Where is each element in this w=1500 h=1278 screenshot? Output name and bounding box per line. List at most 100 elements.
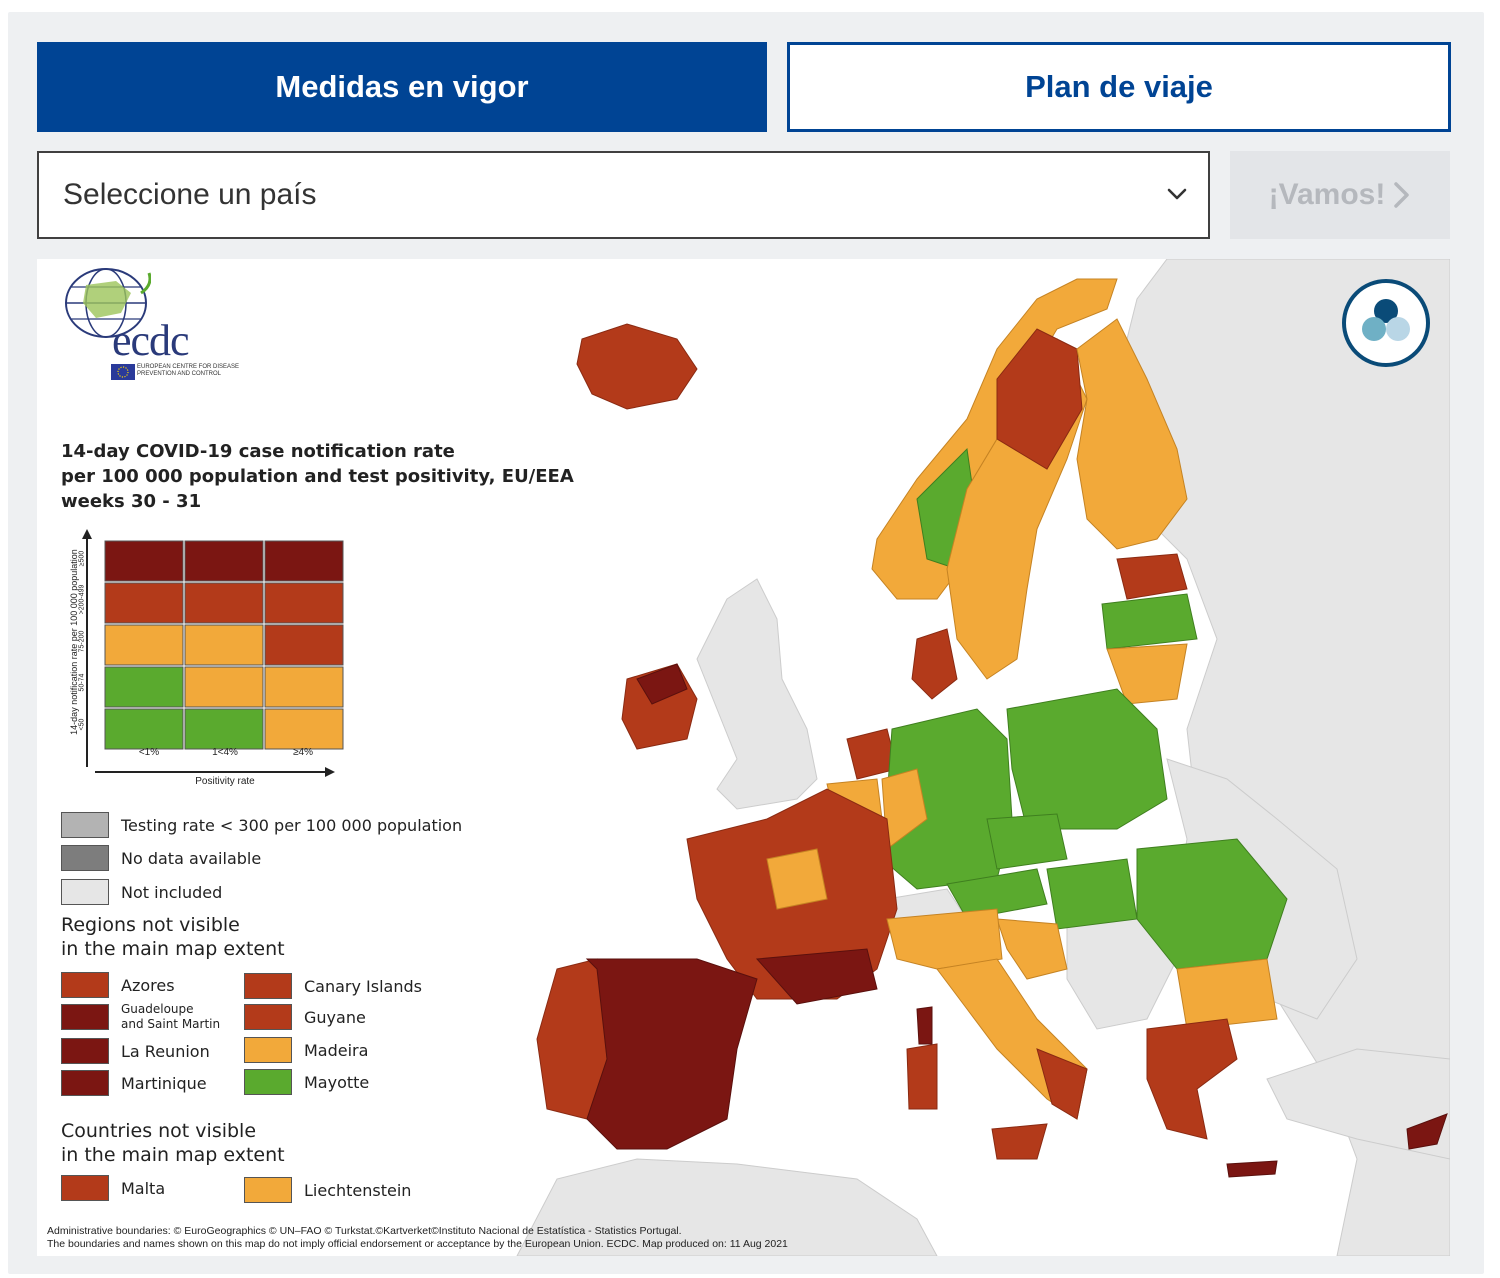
matrix-cell <box>185 625 263 665</box>
legend-swatch <box>61 972 109 998</box>
matrix-row-label: ≥500 <box>79 539 86 579</box>
map-region-italy-north <box>887 909 1002 969</box>
ecdc-logo: ecdc EUROPEAN CENTRE FOR DISEASE PREVENT… <box>57 263 202 388</box>
legend-swatch <box>61 1175 109 1201</box>
legend-label: Canary Islands <box>304 977 422 996</box>
matrix-cells <box>105 541 343 749</box>
map-region-iceland <box>577 324 697 409</box>
legend-label: No data available <box>121 849 261 868</box>
regions-heading-line: in the main map extent <box>61 937 285 961</box>
matrix-col-label: ≥4% <box>263 747 343 758</box>
logo-subtitle: EUROPEAN CENTRE FOR DISEASE PREVENTION A… <box>137 364 247 378</box>
legend-swatch <box>61 879 109 905</box>
legend-item: No data available <box>61 845 261 871</box>
legend-swatch <box>244 973 292 999</box>
legend-item: La Reunion <box>61 1038 210 1064</box>
matrix-row-label: <50 <box>79 705 86 745</box>
legend-label: Guadeloupe and Saint Martin <box>121 1002 220 1032</box>
legend-swatch <box>244 1004 292 1030</box>
legend-swatch <box>61 1038 109 1064</box>
matrix-col-label: 1<4% <box>185 747 265 758</box>
legend-label: Malta <box>121 1179 165 1198</box>
logo-word: ecdc <box>112 315 189 366</box>
map-region-sicily <box>992 1124 1047 1159</box>
map-title-line-1: 14-day COVID-19 case notification rate <box>61 439 621 464</box>
legend-label: Mayotte <box>304 1073 369 1092</box>
legend-swatch <box>244 1037 292 1063</box>
map-region-poland <box>1007 689 1167 829</box>
matrix-cell <box>105 709 183 749</box>
matrix-cell <box>105 541 183 581</box>
countries-heading-line: Countries not visible <box>61 1119 285 1143</box>
matrix-cell <box>185 667 263 707</box>
legend-item: Malta <box>61 1175 165 1201</box>
matrix-cell <box>265 541 343 581</box>
covid-map: ecdc EUROPEAN CENTRE FOR DISEASE PREVENT… <box>37 259 1450 1256</box>
countries-heading-line: in the main map extent <box>61 1143 285 1167</box>
map-region-uk <box>697 579 817 809</box>
matrix-y-axis-label: 14-day notification rate per 100 000 pop… <box>69 527 79 757</box>
matrix-row-label: >200-499 <box>79 580 86 620</box>
tab-measures-in-force[interactable]: Medidas en vigor <box>37 42 767 132</box>
legend-item: Martinique <box>61 1070 207 1096</box>
country-select[interactable]: Seleccione un país <box>37 151 1210 239</box>
legend-swatch <box>61 812 109 838</box>
map-region-spain <box>587 959 757 1149</box>
chevron-down-icon <box>1166 183 1188 205</box>
map-title-line-2: per 100 000 population and test positivi… <box>61 464 621 489</box>
chevron-right-icon <box>1393 181 1411 209</box>
matrix-cell <box>185 709 263 749</box>
map-region-hungary <box>1047 859 1137 929</box>
legend-item: Guyane <box>244 1004 366 1030</box>
credits-line: Administrative boundaries: © EuroGeograp… <box>47 1225 788 1238</box>
go-button[interactable]: ¡Vamos! <box>1230 151 1450 239</box>
countries-heading: Countries not visible in the main map ex… <box>61 1119 285 1167</box>
map-region-sardinia <box>907 1044 937 1109</box>
tab-travel-plan[interactable]: Plan de viaje <box>787 42 1451 132</box>
map-region-latvia <box>1102 594 1197 649</box>
matrix-cell <box>265 709 343 749</box>
map-region-estonia <box>1117 554 1187 599</box>
map-region-czechia <box>987 814 1067 869</box>
matrix-x-axis-label: Positivity rate <box>145 776 305 787</box>
go-button-label: ¡Vamos! <box>1269 178 1386 212</box>
matrix-col-label: <1% <box>109 747 189 758</box>
matrix-cell <box>265 583 343 623</box>
country-select-placeholder: Seleccione un país <box>63 178 317 212</box>
legend-swatch <box>244 1177 292 1203</box>
legend-item: Testing rate < 300 per 100 000 populatio… <box>61 812 462 838</box>
legend-item: Liechtenstein <box>244 1177 411 1203</box>
legend-item: Guadeloupe and Saint Martin <box>61 1002 220 1032</box>
legend-item: Azores <box>61 972 175 998</box>
matrix-row-label: 50-74 <box>79 663 86 703</box>
legend-label: La Reunion <box>121 1042 210 1061</box>
legend-label: Azores <box>121 976 175 995</box>
map-region-denmark <box>912 629 957 699</box>
matrix-cell <box>265 625 343 665</box>
map-region-croatia <box>997 919 1067 979</box>
matrix-cell <box>105 625 183 665</box>
legend-label: Liechtenstein <box>304 1181 411 1200</box>
legend-swatch <box>61 1070 109 1096</box>
eu-flag-icon <box>111 364 135 380</box>
map-region-greece <box>1147 1019 1237 1139</box>
credits-line: The boundaries and names shown on this m… <box>47 1238 788 1251</box>
matrix-row-label: 75-200 <box>79 622 86 662</box>
legend-label: Not included <box>121 883 222 902</box>
matrix-cell <box>185 541 263 581</box>
map-region-corsica <box>917 1007 932 1044</box>
legend-item: Canary Islands <box>244 973 422 999</box>
legend-label: Martinique <box>121 1074 207 1093</box>
legend-label: Guyane <box>304 1008 366 1027</box>
legend-swatch <box>61 845 109 871</box>
map-title-line-3: weeks 30 - 31 <box>61 489 621 514</box>
layers-button[interactable] <box>1342 279 1430 367</box>
map-region-crete <box>1227 1161 1277 1177</box>
legend-item: Mayotte <box>244 1069 369 1095</box>
legend-item: Not included <box>61 879 222 905</box>
matrix-cell <box>105 583 183 623</box>
regions-heading: Regions not visible in the main map exte… <box>61 913 285 961</box>
regions-heading-line: Regions not visible <box>61 913 285 937</box>
layers-icon <box>1346 283 1426 363</box>
matrix-cell <box>265 667 343 707</box>
